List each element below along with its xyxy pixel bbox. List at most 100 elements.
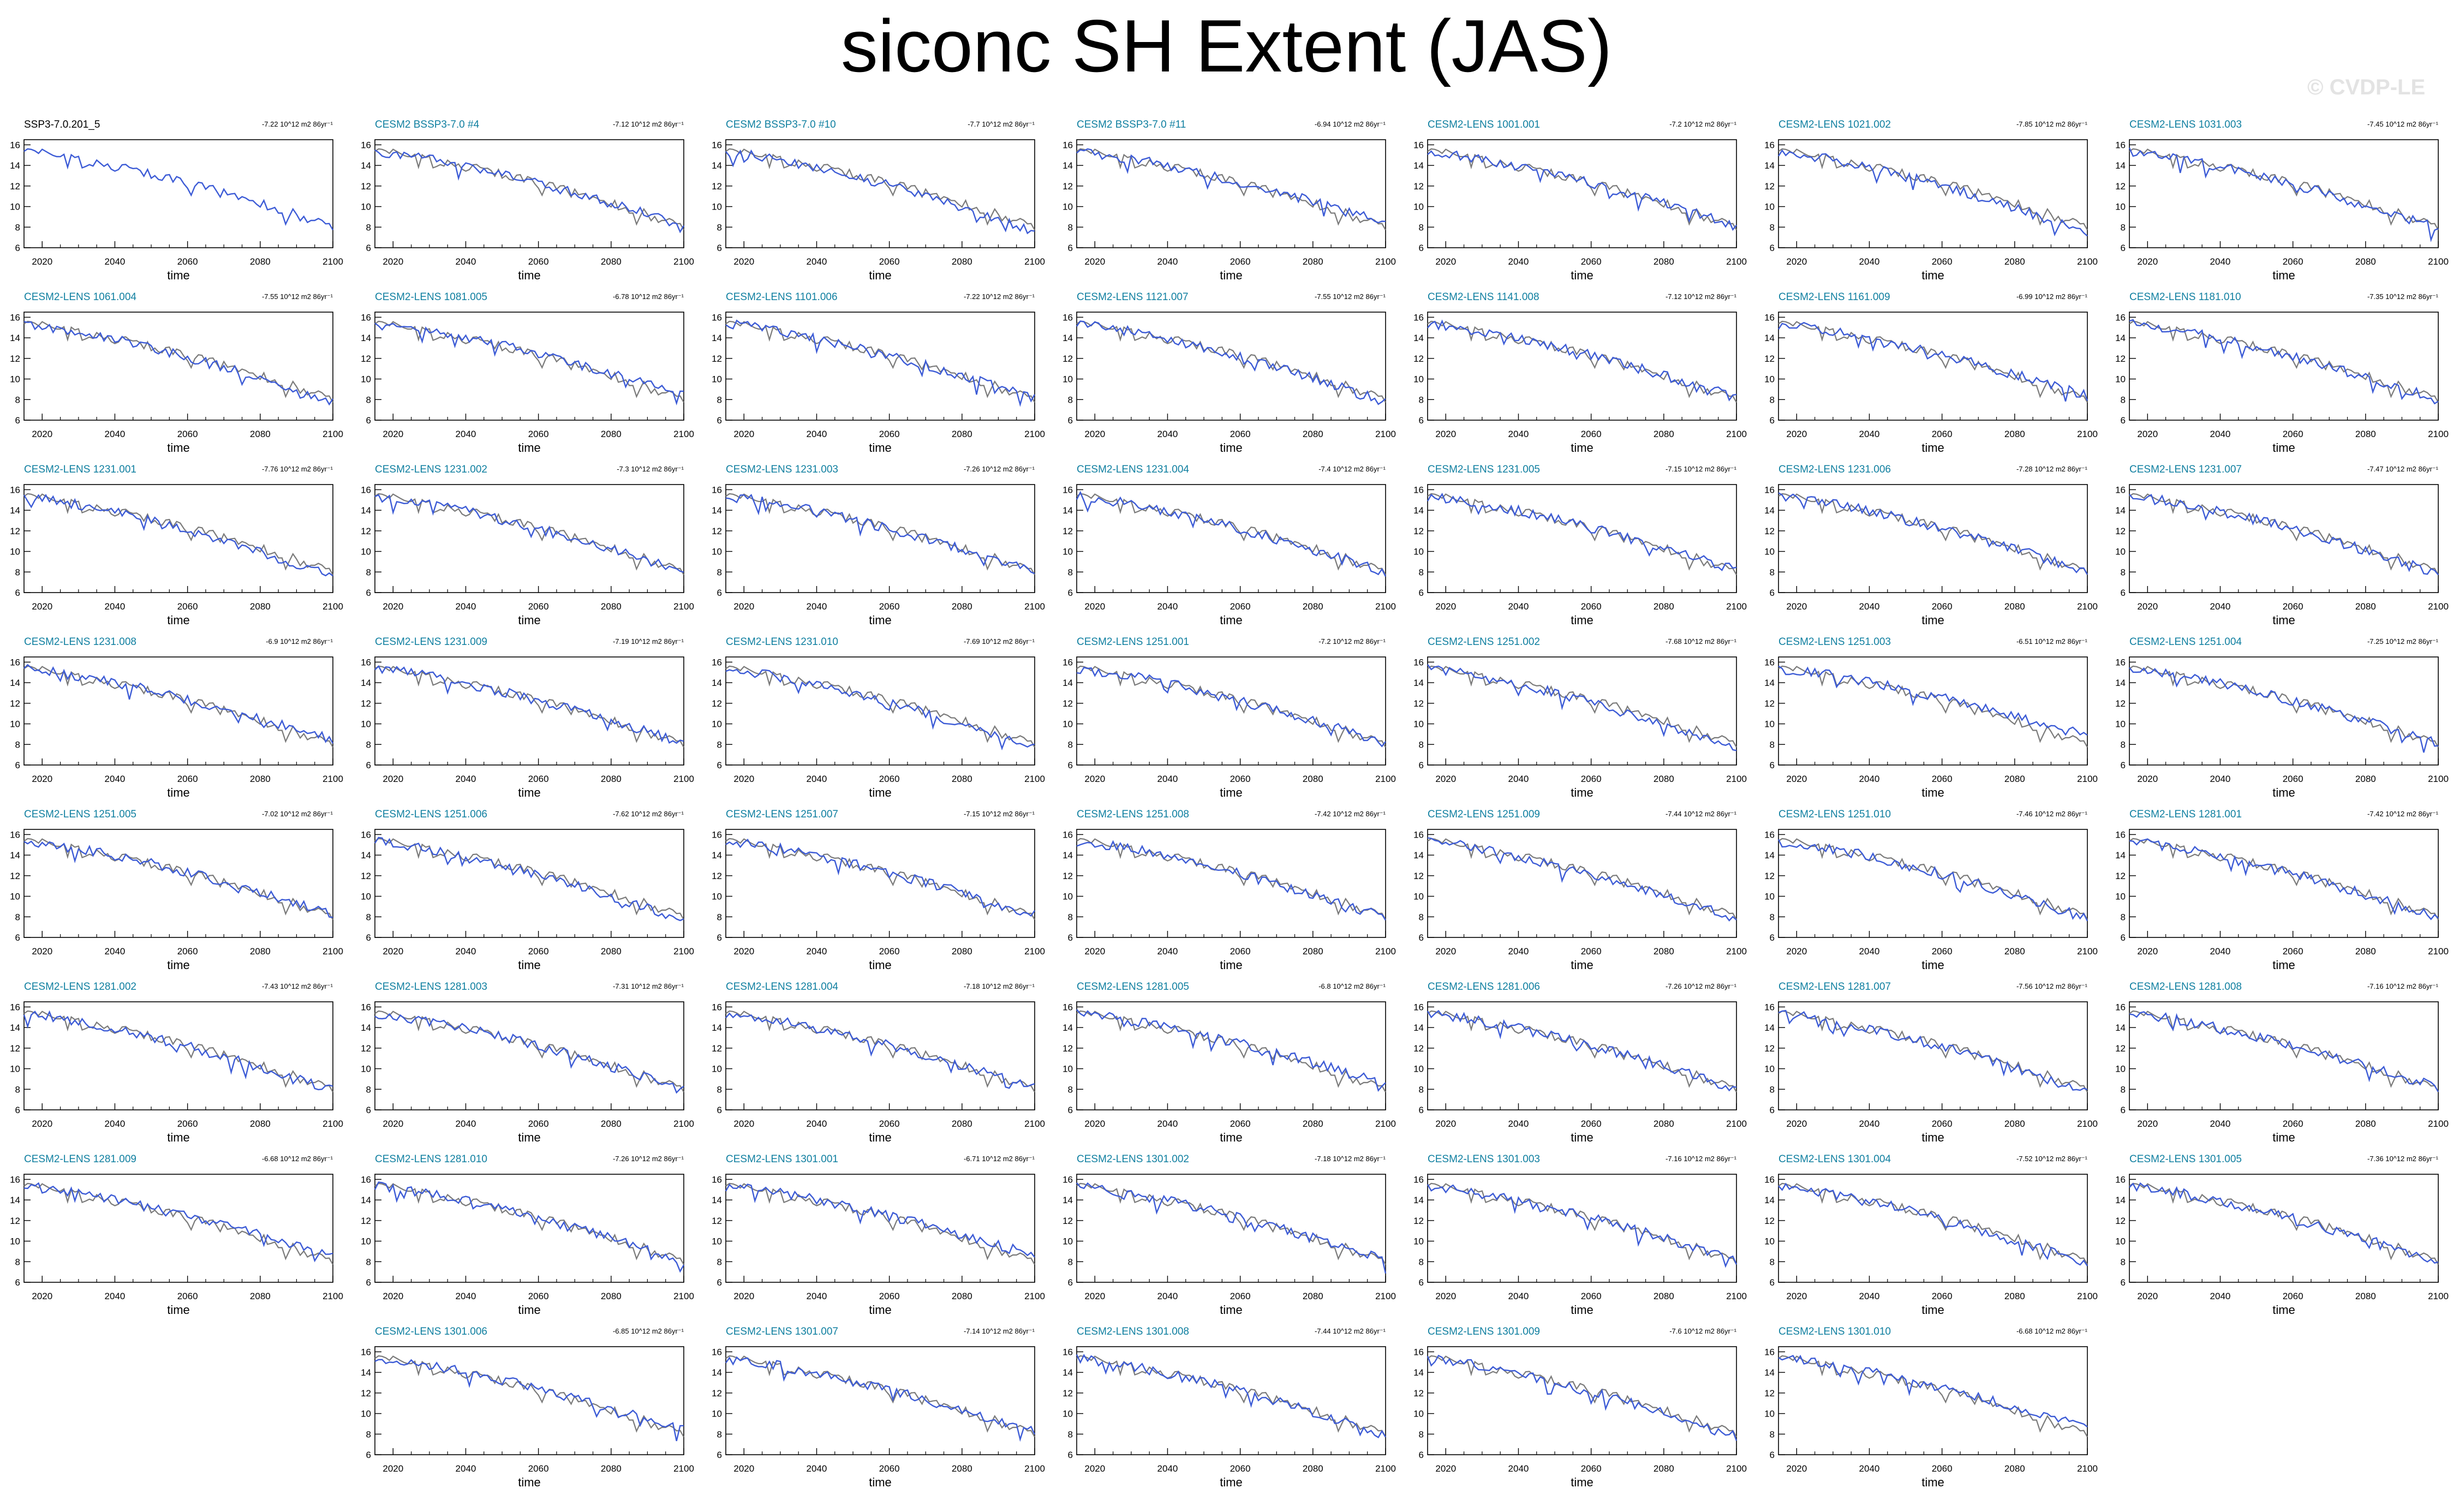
y-tick-label: 16 [10, 657, 20, 667]
x-tick-label: 2100 [323, 774, 343, 784]
x-tick-label: 2060 [528, 429, 549, 439]
x-tick-label: 2080 [601, 1291, 622, 1301]
observation-series-line [1427, 665, 1737, 748]
panel-title: CESM2-LENS 1001.001 [1428, 119, 1540, 130]
x-tick-label: 2060 [879, 1463, 900, 1474]
x-tick-label: 2100 [1375, 256, 1396, 267]
y-tick-label: 16 [1413, 1002, 1424, 1012]
x-tick-label: 2100 [2428, 1119, 2449, 1129]
trend-label: -7.22 10^12 m2 86yr⁻¹ [964, 292, 1035, 301]
y-tick-label: 10 [10, 202, 20, 212]
observation-series-line [1076, 493, 1386, 576]
y-tick-label: 14 [1063, 850, 1073, 860]
x-tick-label: 2060 [2283, 1119, 2303, 1129]
x-tick-label: 2060 [1581, 946, 1602, 957]
y-tick-label: 6 [717, 933, 722, 943]
x-tick-label: 2080 [601, 601, 622, 612]
x-tick-label: 2100 [1375, 1119, 1396, 1129]
trend-label: -6.68 10^12 m2 86yr⁻¹ [2016, 1327, 2088, 1335]
panel: 2020 2040 2060 2080 2100 6 8 10 12 14 16 time CESM2-… [1063, 291, 1396, 455]
y-tick-label: 14 [2115, 505, 2126, 516]
y-tick-label: 10 [1764, 1064, 1775, 1074]
x-tick-label: 2020 [2137, 601, 2158, 612]
x-axis-label: time [1571, 1131, 1593, 1144]
y-tick-label: 14 [10, 850, 20, 860]
x-tick-label: 2080 [2355, 1291, 2376, 1301]
trend-label: -7.02 10^12 m2 86yr⁻¹ [262, 810, 333, 818]
panel-title: CESM2-LENS 1251.009 [1428, 809, 1540, 820]
x-tick-label: 2100 [1024, 256, 1045, 267]
y-tick-label: 14 [361, 505, 371, 516]
member-series-line [1777, 149, 2088, 237]
x-axis-label: time [869, 441, 892, 455]
x-tick-label: 2040 [1508, 1463, 1529, 1474]
x-axis-label: time [1921, 1131, 1944, 1144]
member-series-line [1427, 150, 1737, 231]
y-tick-label: 6 [15, 588, 20, 598]
y-tick-label: 12 [1413, 181, 1424, 192]
x-tick-label: 2060 [528, 601, 549, 612]
panel-title: CESM2-LENS 1281.008 [2129, 981, 2242, 993]
x-tick-label: 2040 [105, 429, 126, 439]
y-tick-label: 10 [1063, 1409, 1073, 1419]
trend-label: -7.55 10^12 m2 86yr⁻¹ [262, 292, 333, 301]
x-tick-label: 2100 [1024, 601, 1045, 612]
y-tick-label: 12 [1413, 354, 1424, 364]
y-tick-label: 8 [1068, 222, 1073, 232]
y-tick-label: 16 [712, 829, 722, 840]
y-tick-label: 16 [361, 140, 371, 150]
x-tick-label: 2060 [1230, 1119, 1251, 1129]
x-tick-label: 2060 [177, 1291, 198, 1301]
y-tick-label: 10 [1063, 547, 1073, 557]
x-tick-label: 2020 [1786, 774, 1807, 784]
x-tick-label: 2080 [952, 946, 972, 957]
x-tick-label: 2020 [1435, 946, 1456, 957]
y-tick-label: 16 [712, 1347, 722, 1357]
panel-title: CESM2-LENS 1231.009 [375, 636, 487, 648]
x-tick-label: 2040 [456, 1463, 476, 1474]
y-tick-label: 16 [361, 312, 371, 322]
x-tick-label: 2040 [807, 256, 827, 267]
observation-series-line [2129, 320, 2439, 403]
y-tick-label: 12 [10, 526, 20, 536]
panel-title: CESM2-LENS 1231.006 [1778, 464, 1891, 475]
x-tick-label: 2080 [250, 429, 271, 439]
y-tick-label: 16 [1413, 1174, 1424, 1185]
x-tick-label: 2040 [1859, 601, 1880, 612]
panel-title: CESM2-LENS 1061.004 [24, 291, 136, 303]
member-series-line [374, 665, 684, 744]
trend-label: -7.15 10^12 m2 86yr⁻¹ [964, 810, 1035, 818]
x-tick-label: 2100 [323, 1291, 343, 1301]
panel-title: CESM2-LENS 1281.006 [1428, 981, 1540, 993]
x-tick-label: 2060 [879, 1119, 900, 1129]
observation-series-line [1778, 320, 2088, 403]
y-tick-label: 16 [1413, 1347, 1424, 1357]
y-tick-label: 16 [712, 485, 722, 495]
y-tick-label: 6 [1770, 760, 1775, 770]
plot-frame [2129, 312, 2439, 421]
observation-series-line [725, 320, 1035, 403]
y-tick-label: 12 [1764, 526, 1775, 536]
y-tick-label: 12 [712, 871, 722, 881]
y-tick-label: 14 [1413, 850, 1424, 860]
x-tick-label: 2100 [323, 1119, 343, 1129]
y-tick-label: 10 [1063, 1064, 1073, 1074]
x-axis-label: time [1220, 958, 1243, 972]
y-tick-label: 14 [1063, 1023, 1073, 1033]
x-tick-label: 2040 [1859, 946, 1880, 957]
y-tick-label: 8 [1770, 1429, 1775, 1439]
y-tick-label: 10 [1764, 547, 1775, 557]
y-tick-label: 10 [1764, 374, 1775, 385]
y-tick-label: 12 [1063, 1388, 1073, 1399]
panel-title: CESM2 BSSP3-7.0 #4 [375, 119, 480, 130]
y-tick-label: 14 [2115, 160, 2126, 171]
y-tick-label: 10 [1413, 892, 1424, 902]
x-tick-label: 2040 [1508, 429, 1529, 439]
observation-series-line [23, 838, 333, 921]
panel-title: CESM2-LENS 1081.005 [375, 291, 487, 303]
x-tick-label: 2020 [733, 1463, 754, 1474]
y-tick-label: 12 [361, 1043, 371, 1054]
y-tick-label: 8 [1068, 739, 1073, 750]
y-tick-label: 14 [361, 1367, 371, 1378]
x-tick-label: 2020 [1786, 601, 1807, 612]
